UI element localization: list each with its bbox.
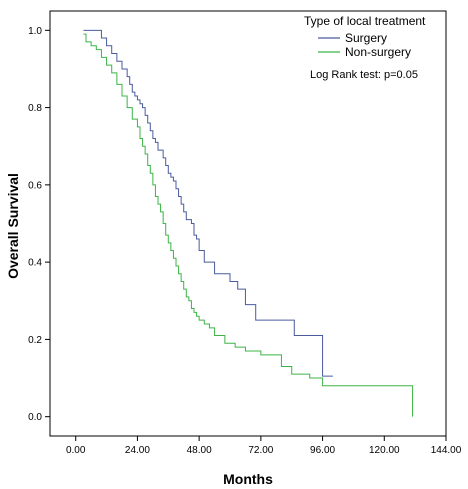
legend-label-surgery: Surgery [345, 31, 387, 45]
plot-frame [49, 10, 447, 437]
x-tick-label: 72.00 [248, 445, 273, 456]
y-tick-label: 0.4 [28, 258, 42, 269]
x-tick-label: 0.00 [66, 445, 86, 456]
x-tick-label: 120.00 [369, 445, 400, 456]
x-tick-label: 144.00 [431, 445, 462, 456]
axis-ticks: 0.00 24.00 48.00 72.00 96.00 120.00 144.00 0.0 0… [28, 26, 462, 456]
x-axis-title: Months [223, 471, 273, 487]
y-tick-label: 1.0 [28, 26, 42, 37]
legend: Type of local treatment Surgery Non-surg… [304, 14, 426, 59]
x-tick-label: 48.00 [187, 445, 212, 456]
series-line-surgery [83, 29, 333, 377]
x-tick-label: 24.00 [125, 445, 150, 456]
legend-title: Type of local treatment [304, 14, 426, 28]
y-tick-label: 0.0 [28, 412, 42, 423]
y-tick-label: 0.8 [28, 103, 42, 114]
y-tick-label: 0.6 [28, 180, 42, 191]
y-tick-label: 0.2 [28, 335, 42, 346]
log-rank-annotation: Log Rank test: p=0.05 [310, 69, 418, 81]
y-axis-title: Overall Survival [5, 173, 21, 279]
x-tick-label: 96.00 [310, 445, 335, 456]
legend-label-non-surgery: Non-surgery [345, 45, 411, 59]
series-layer [83, 29, 414, 417]
series-line-non-surgery [83, 33, 414, 417]
